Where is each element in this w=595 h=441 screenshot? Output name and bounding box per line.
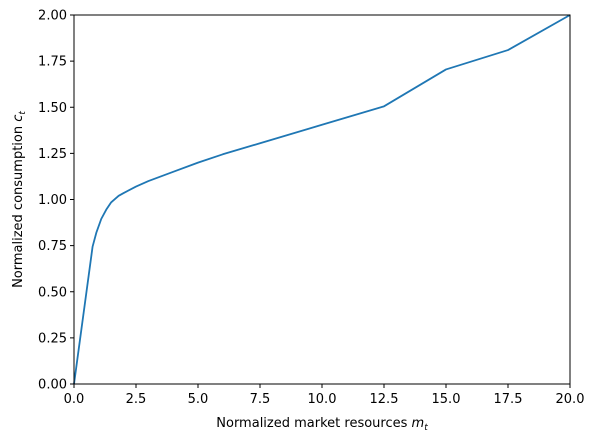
y-tick-label: 1.75 <box>38 55 67 70</box>
y-tick-label: 2.00 <box>38 9 67 24</box>
y-tick-label: 0.75 <box>38 239 67 254</box>
y-tick-label: 0.50 <box>38 285 67 300</box>
y-tick-label: 0.25 <box>38 331 67 346</box>
x-tick-label: 12.5 <box>370 392 399 407</box>
x-tick-label: 10.0 <box>308 392 337 407</box>
x-tick-label: 2.5 <box>126 392 147 407</box>
x-tick-label: 7.5 <box>250 392 271 407</box>
plot-frame <box>73 14 571 385</box>
y-tick-label: 1.25 <box>38 147 67 162</box>
y-axis-label: Normalized consumption ct <box>11 111 28 288</box>
x-tick-label: 20.0 <box>556 392 585 407</box>
x-tick-label: 17.5 <box>494 392 523 407</box>
y-tick-label: 1.00 <box>38 193 67 208</box>
x-tick-label: 15.0 <box>432 392 461 407</box>
x-tick-label: 0.0 <box>64 392 85 407</box>
x-axis-label: Normalized market resources mt <box>216 416 428 433</box>
series-line-0 <box>73 14 571 385</box>
y-tick-label: 0.00 <box>38 378 67 393</box>
x-tick-label: 5.0 <box>188 392 209 407</box>
y-tick-label: 1.50 <box>38 101 67 116</box>
